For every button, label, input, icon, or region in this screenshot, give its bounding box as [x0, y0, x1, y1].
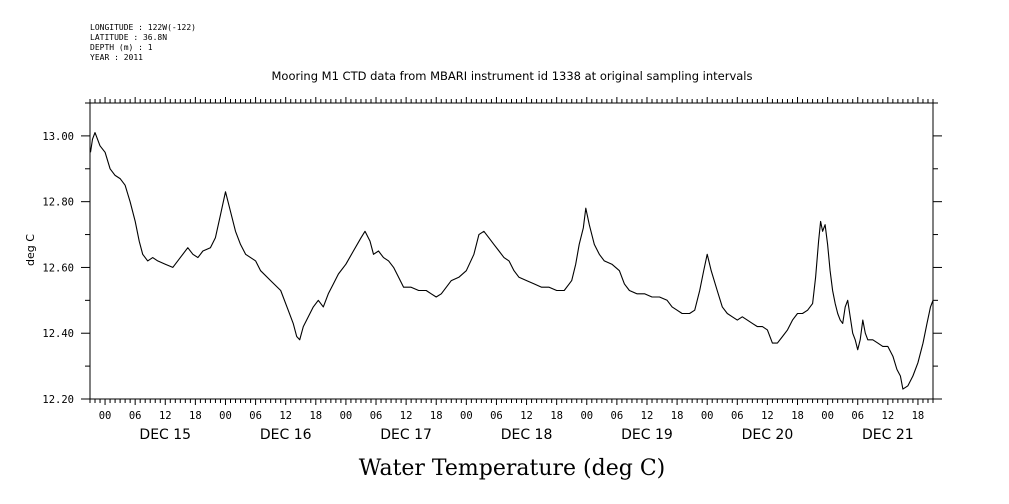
x-tick-label: 18	[671, 410, 684, 422]
x-tick-label: 00	[580, 410, 593, 422]
y-tick-label: 12.60	[42, 262, 74, 274]
x-tick-label: 00	[821, 410, 834, 422]
x-tick-label: 06	[611, 410, 624, 422]
x-tick-label: 18	[189, 410, 202, 422]
x-tick-label: 18	[430, 410, 443, 422]
x-day-label: DEC 17	[380, 427, 432, 443]
y-axis: 12.20 12.40 12.60 12.80 13.00	[42, 102, 942, 406]
x-tick-label: 18	[550, 410, 563, 422]
x-tick-label: 00	[701, 410, 714, 422]
y-tick-label: 12.40	[42, 328, 74, 340]
y-tick-label: 12.20	[42, 394, 74, 406]
x-tick-label: 18	[309, 410, 322, 422]
x-tick-label: 12	[761, 410, 774, 422]
metadata-latitude: LATITUDE : 36.8N	[90, 33, 167, 42]
x-tick-label: 12	[520, 410, 533, 422]
x-tick-label: 06	[731, 410, 744, 422]
x-tick-label: 12	[159, 410, 172, 422]
x-day-label: DEC 19	[621, 427, 673, 443]
x-tick-label: 12	[400, 410, 413, 422]
y-tick-label: 12.80	[42, 197, 74, 209]
metadata-depth: DEPTH (m) : 1	[90, 43, 153, 52]
x-tick-label: 06	[129, 410, 142, 422]
x-day-label: DEC 15	[139, 427, 191, 443]
y-tick-label: 13.00	[42, 131, 74, 143]
x-tick-label: 18	[912, 410, 925, 422]
x-day-label: DEC 20	[742, 427, 794, 443]
x-tick-label: 06	[249, 410, 262, 422]
x-tick-label: 18	[791, 410, 804, 422]
x-tick-label: 00	[460, 410, 473, 422]
x-tick-label: 00	[340, 410, 353, 422]
x-tick-label: 12	[882, 410, 895, 422]
x-tick-label: 12	[641, 410, 654, 422]
x-axis: 00 06 12 18 00 06 12 18 00 06 12 18 00 06 12 18 00 06 12 18…	[99, 410, 925, 443]
x-tick-label: 12	[279, 410, 292, 422]
metadata-longitude: LONGITUDE : 122W(-122)	[90, 23, 196, 32]
chart-title: Mooring M1 CTD data from MBARI instrumen…	[272, 69, 753, 83]
x-tick-label: 06	[851, 410, 864, 422]
x-tick-label: 06	[370, 410, 383, 422]
temperature-line	[89, 132, 934, 390]
x-tick-label: 00	[99, 410, 112, 422]
y-axis-label: deg C	[24, 234, 37, 266]
x-axis-label: Water Temperature (deg C)	[359, 456, 666, 481]
x-day-label: DEC 18	[501, 427, 553, 443]
metadata-block: LONGITUDE : 122W(-122) LATITUDE : 36.8N …	[90, 23, 196, 62]
minor-ticks	[89, 97, 934, 405]
series-layer	[89, 132, 934, 390]
x-day-label: DEC 16	[260, 427, 312, 443]
x-tick-label: 06	[490, 410, 503, 422]
x-day-label: DEC 21	[862, 427, 914, 443]
plot-frame	[89, 102, 934, 400]
x-tick-label: 00	[219, 410, 232, 422]
metadata-year: YEAR : 2011	[90, 53, 143, 62]
